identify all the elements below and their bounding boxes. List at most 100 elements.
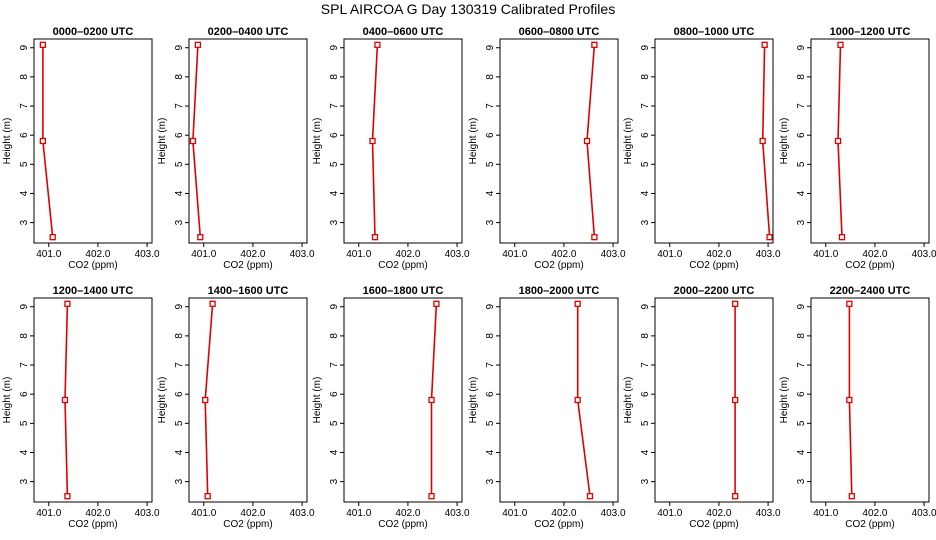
profile-point xyxy=(61,396,69,404)
y-tick-label: 7 xyxy=(19,362,30,368)
y-tick-label: 7 xyxy=(329,103,340,109)
plot-frame xyxy=(188,38,308,244)
x-tick-label: 401.0 xyxy=(36,508,61,519)
y-axis-label: Height (m) xyxy=(157,377,168,424)
y-tick-label: 6 xyxy=(640,132,651,138)
profile-point xyxy=(209,300,216,307)
y-tick-label: 6 xyxy=(19,132,30,138)
x-axis-label: CO2 (ppm) xyxy=(223,260,272,271)
y-tick-label: 5 xyxy=(19,420,30,426)
profile-point xyxy=(204,493,211,500)
x-tick-label: 403.0 xyxy=(756,249,781,260)
y-tick-label: 5 xyxy=(19,161,30,167)
plot-frame xyxy=(33,38,153,244)
y-tick-label: 9 xyxy=(796,304,807,310)
y-tick-label: 9 xyxy=(174,45,185,51)
x-tick-label: 403.0 xyxy=(445,249,470,260)
x-tick-label: 401.0 xyxy=(346,508,371,519)
profile-point xyxy=(591,234,598,241)
y-tick-label: 4 xyxy=(640,449,651,455)
y-tick-label: 9 xyxy=(329,304,340,310)
x-tick-label: 403.0 xyxy=(290,508,315,519)
x-tick-label: 403.0 xyxy=(912,508,936,519)
y-tick-label: 3 xyxy=(640,219,651,225)
profile-point xyxy=(583,137,591,145)
y-tick-label: 3 xyxy=(329,478,340,484)
plot-frame xyxy=(33,297,153,503)
panel-1: 0000–0200 UTC 401.0 402.0 403.0 3 4 5 6 7 8 9 CO2 (… xyxy=(2,26,160,271)
panel-title: 1800–2000 UTC xyxy=(519,285,600,297)
y-tick-label: 4 xyxy=(174,449,185,455)
y-tick-label: 6 xyxy=(485,132,496,138)
x-tick-label: 402.0 xyxy=(240,508,265,519)
y-tick-label: 5 xyxy=(796,161,807,167)
y-tick-label: 8 xyxy=(19,74,30,80)
y-tick-label: 6 xyxy=(174,132,185,138)
x-tick-label: 401.0 xyxy=(502,508,527,519)
y-tick-label: 4 xyxy=(485,190,496,196)
y-tick-label: 7 xyxy=(796,103,807,109)
y-tick-label: 9 xyxy=(485,304,496,310)
y-tick-label: 8 xyxy=(640,74,651,80)
x-tick-label: 403.0 xyxy=(135,249,160,260)
x-axis-label: CO2 (ppm) xyxy=(534,260,583,271)
profile-point xyxy=(731,396,739,404)
panel-title: 0800–1000 UTC xyxy=(674,26,755,38)
panel-title: 1400–1600 UTC xyxy=(208,285,289,297)
panel-8: 1400–1600 UTC 401.0 402.0 403.0 3 4 5 6 7 8 9 CO2 (… xyxy=(157,285,315,530)
y-tick-label: 3 xyxy=(485,219,496,225)
panel-12: 2200–2400 UTC 401.0 402.0 403.0 3 4 5 6 7 8 9 CO2 (… xyxy=(779,285,936,530)
plot-frame xyxy=(343,38,463,244)
panel-title: 1600–1800 UTC xyxy=(363,285,444,297)
y-tick-label: 6 xyxy=(796,391,807,397)
profile-point xyxy=(759,137,766,145)
profile-point xyxy=(369,137,376,145)
y-tick-label: 3 xyxy=(796,219,807,225)
x-tick-label: 402.0 xyxy=(862,508,887,519)
x-axis-label: CO2 (ppm) xyxy=(378,260,427,271)
x-tick-label: 402.0 xyxy=(395,249,420,260)
profile-point xyxy=(428,493,435,500)
y-tick-label: 8 xyxy=(485,74,496,80)
y-tick-label: 4 xyxy=(19,449,30,455)
y-axis-label: Height (m) xyxy=(2,377,13,424)
profile-point xyxy=(837,41,844,48)
profile-point xyxy=(574,396,581,404)
x-axis-label: CO2 (ppm) xyxy=(845,519,894,530)
x-tick-label: 403.0 xyxy=(135,508,160,519)
y-tick-label: 5 xyxy=(329,161,340,167)
y-tick-label: 5 xyxy=(174,420,185,426)
x-tick-label: 402.0 xyxy=(706,508,731,519)
profile-point xyxy=(197,234,204,241)
y-tick-label: 5 xyxy=(796,420,807,426)
y-tick-label: 8 xyxy=(19,333,30,339)
profile-point xyxy=(194,41,202,48)
y-tick-label: 5 xyxy=(485,420,496,426)
y-tick-label: 6 xyxy=(485,391,496,397)
y-tick-label: 7 xyxy=(485,362,496,368)
panel-3: 0400–0600 UTC 401.0 402.0 403.0 3 4 5 6 7 8 9 CO2 (… xyxy=(312,26,470,271)
profile-point xyxy=(39,41,46,48)
y-tick-label: 3 xyxy=(174,219,185,225)
y-tick-label: 5 xyxy=(329,420,340,426)
panel-title: 1000–1200 UTC xyxy=(830,26,911,38)
y-tick-label: 6 xyxy=(640,391,651,397)
x-axis-label: CO2 (ppm) xyxy=(534,519,583,530)
profile-point xyxy=(586,493,594,500)
profile-point xyxy=(838,234,846,241)
profile-point xyxy=(189,137,197,145)
y-tick-label: 8 xyxy=(796,333,807,339)
profile-point xyxy=(591,41,598,48)
profile-point xyxy=(848,493,855,500)
profile-point xyxy=(846,300,853,307)
panel-9: 1600–1800 UTC 401.0 402.0 403.0 3 4 5 6 7 8 9 CO2 (… xyxy=(312,285,470,530)
y-axis-label: Height (m) xyxy=(157,118,168,165)
y-tick-label: 8 xyxy=(174,74,185,80)
y-tick-label: 7 xyxy=(19,103,30,109)
x-tick-label: 402.0 xyxy=(85,249,110,260)
x-tick-label: 401.0 xyxy=(191,249,216,260)
panel-title: 0600–0800 UTC xyxy=(519,26,600,38)
profile-point xyxy=(49,234,56,241)
x-tick-label: 401.0 xyxy=(36,249,61,260)
y-tick-label: 5 xyxy=(174,161,185,167)
